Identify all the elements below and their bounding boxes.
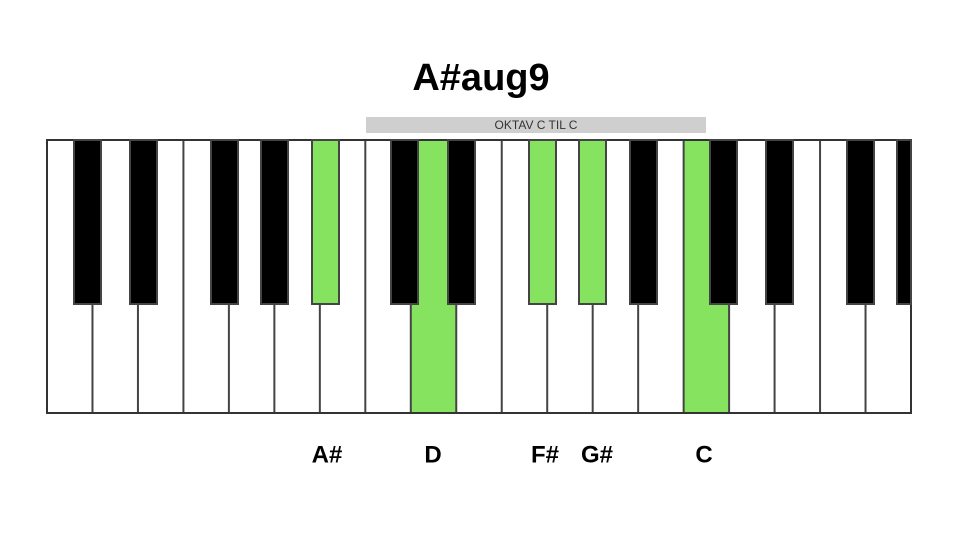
- black-key: [210, 139, 239, 305]
- black-key: [447, 139, 476, 305]
- black-key: [709, 139, 738, 305]
- black-key: [390, 139, 419, 305]
- note-label: F#: [531, 441, 559, 468]
- note-label: C: [695, 441, 712, 468]
- octave-bar: [366, 117, 706, 133]
- title: A#aug9: [412, 57, 549, 99]
- black-key: [260, 139, 289, 305]
- black-key: [73, 139, 102, 305]
- black-key: [311, 139, 340, 305]
- black-key: [846, 139, 875, 305]
- black-key: [129, 139, 158, 305]
- octave-label: OKTAV C TIL C: [495, 118, 578, 132]
- note-label: G#: [581, 441, 613, 468]
- black-key: [629, 139, 658, 305]
- black-key: [528, 139, 557, 305]
- keyboard: [46, 139, 912, 414]
- black-key: [578, 139, 607, 305]
- black-key: [765, 139, 794, 305]
- note-label: D: [424, 441, 441, 468]
- black-key: [896, 139, 912, 305]
- note-label: A#: [312, 441, 343, 468]
